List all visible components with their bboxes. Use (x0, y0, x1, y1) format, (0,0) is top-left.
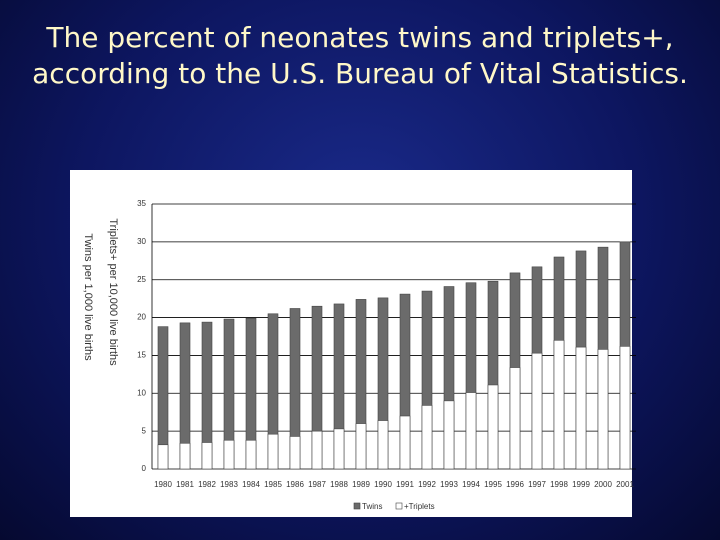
legend-swatch (395, 502, 403, 510)
bar (377, 420, 389, 470)
y-tick-label: 10 (137, 388, 146, 397)
bar (157, 444, 169, 470)
x-tick-label: 2000 (594, 480, 612, 489)
bar (355, 423, 367, 470)
legend-swatch (353, 502, 361, 510)
chart-panel (70, 170, 632, 517)
slide-title: The percent of neonates twins and triple… (32, 21, 688, 90)
legend-label: +Triplets (404, 502, 435, 511)
bar (179, 442, 191, 470)
x-tick-label: 1989 (352, 480, 370, 489)
bar (311, 430, 323, 470)
bar (487, 384, 499, 470)
x-tick-label: 1983 (220, 480, 238, 489)
bar (421, 405, 433, 470)
x-tick-label: 1988 (330, 480, 348, 489)
x-tick-label: 1984 (242, 480, 260, 489)
x-tick-label: 1992 (418, 480, 436, 489)
bar (245, 439, 257, 470)
x-tick-label: 1985 (264, 480, 282, 489)
x-tick-label: 1990 (374, 480, 392, 489)
y-tick-label: 25 (137, 275, 146, 284)
bar (465, 392, 477, 470)
bar (267, 433, 279, 470)
bar (333, 428, 345, 470)
x-tick-label: 1980 (154, 480, 172, 489)
bar (289, 436, 301, 470)
bar (399, 415, 411, 470)
y-tick-label: 35 (137, 199, 146, 208)
y-tick-label: 5 (142, 426, 147, 435)
x-tick-label: 1991 (396, 480, 414, 489)
bar (531, 352, 543, 470)
bar (597, 349, 609, 470)
x-tick-label: 1981 (176, 480, 194, 489)
y-tick-label: 30 (137, 237, 146, 246)
x-tick-label: 1986 (286, 480, 304, 489)
legend-label: Twins (362, 502, 382, 511)
x-tick-label: 1995 (484, 480, 502, 489)
bar (443, 400, 455, 470)
y-tick-label: 15 (137, 351, 146, 360)
y-axis-label: Twins per 1,000 live births (82, 233, 94, 361)
bar (553, 339, 565, 470)
bar (201, 442, 213, 470)
x-tick-label: 1994 (462, 480, 480, 489)
bar (509, 367, 521, 470)
x-tick-label: 1999 (572, 480, 590, 489)
y-axis-label: Triplets+ per 10,000 live births (107, 218, 119, 366)
y-tick-label: 0 (142, 464, 147, 473)
x-tick-label: 2001 (616, 480, 634, 489)
x-tick-label: 1987 (308, 480, 326, 489)
x-tick-label: 1993 (440, 480, 458, 489)
x-tick-label: 1982 (198, 480, 216, 489)
bar (619, 346, 631, 470)
x-tick-label: 1997 (528, 480, 546, 489)
y-tick-label: 20 (137, 313, 146, 322)
bar (575, 346, 587, 470)
x-tick-label: 1998 (550, 480, 568, 489)
x-tick-label: 1996 (506, 480, 524, 489)
bar (223, 439, 235, 470)
